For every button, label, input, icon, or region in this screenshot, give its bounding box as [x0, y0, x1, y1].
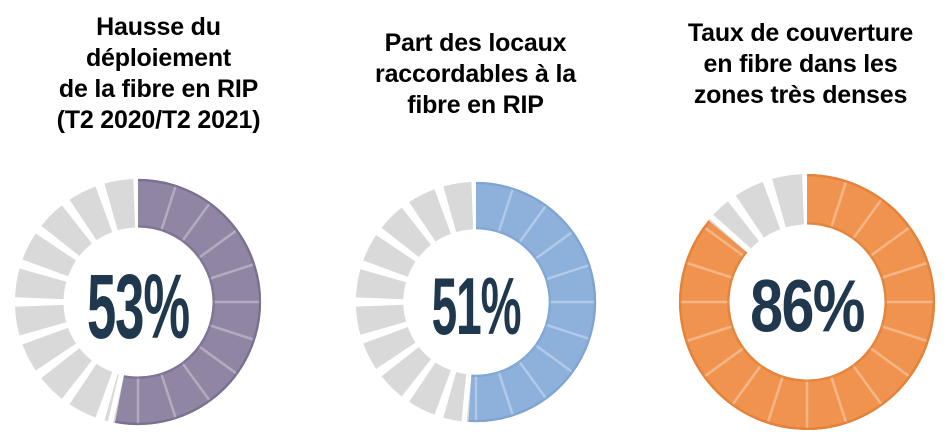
donut-percent-label: 51%	[431, 261, 520, 351]
donut-chart-zones-tres-denses: 86%	[678, 174, 935, 430]
chart-title-area: Hausse du déploiement de la fibre en RIP…	[0, 0, 317, 160]
chart-title-line: Hausse du	[96, 13, 221, 41]
chart-title-line: Taux de couverture	[687, 19, 914, 47]
donut-chart-rip-deployment: 53%	[14, 178, 261, 426]
chart-title: Hausse du déploiement de la fibre en RIP…	[57, 12, 261, 136]
chart-title: Part des locaux raccordables à la fibre …	[375, 28, 576, 121]
chart-column-zones-tres-denses: Taux de couverture en fibre dans les zon…	[634, 0, 951, 434]
donut-chart-locaux-raccordables: 51%	[355, 181, 596, 424]
donut-percent-label: 53%	[86, 255, 188, 358]
chart-column-rip-deployment: Hausse du déploiement de la fibre en RIP…	[0, 0, 317, 434]
chart-title-line: raccordables à la	[375, 60, 576, 88]
chart-column-locaux-raccordables: Part des locaux raccordables à la fibre …	[317, 0, 634, 434]
chart-title-line: en fibre dans les	[703, 50, 898, 78]
donut-arcs	[14, 178, 261, 426]
chart-title-line: zones très denses	[693, 81, 908, 109]
chart-title-line: Part des locaux	[384, 29, 567, 57]
chart-title-line: fibre en RIP	[407, 91, 544, 119]
donut-arcs	[678, 174, 935, 430]
chart-title-line: déploiement	[85, 44, 232, 72]
chart-title-line: de la fibre en RIP	[58, 75, 259, 103]
chart-title-area: Part des locaux raccordables à la fibre …	[317, 0, 634, 160]
donut-percent-label: 86%	[750, 265, 864, 348]
chart-title-area: Taux de couverture en fibre dans les zon…	[634, 0, 951, 160]
chart-title: Taux de couverture en fibre dans les zon…	[688, 18, 913, 111]
donut-arcs	[355, 181, 596, 424]
chart-title-line: (T2 2020/T2 2021)	[56, 106, 261, 134]
